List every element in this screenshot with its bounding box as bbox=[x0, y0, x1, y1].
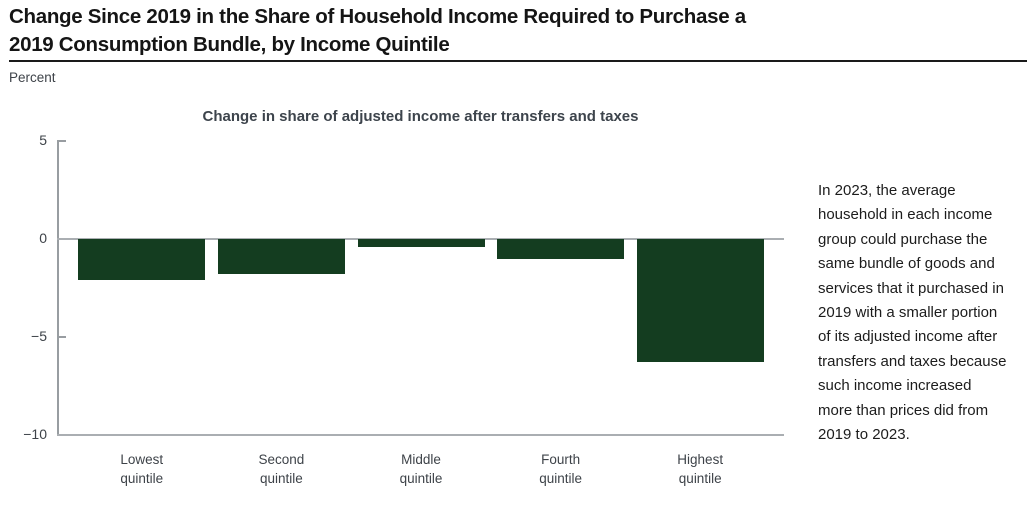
annotation-text: In 2023, the average household in each i… bbox=[818, 182, 1007, 444]
x-axis-baseline bbox=[57, 434, 784, 436]
y-axis-unit-label: Percent bbox=[9, 70, 56, 85]
y-tick-label: −10 bbox=[23, 426, 47, 442]
chart-subtitle: Change in share of adjusted income after… bbox=[202, 108, 639, 125]
title-underline bbox=[9, 60, 1027, 62]
bar-fourth-quintile bbox=[497, 239, 625, 259]
x-axis-label-fourth-quintile: Fourth quintile bbox=[539, 452, 582, 486]
y-tick-label: 5 bbox=[39, 132, 47, 148]
zero-gridline bbox=[57, 238, 784, 240]
figure-title-line1: Change Since 2019 in the Share of Househ… bbox=[9, 5, 746, 28]
y-axis-line bbox=[57, 140, 59, 436]
x-axis-label-lowest-quintile: Lowest quintile bbox=[120, 452, 164, 486]
y-axis-tick bbox=[58, 140, 66, 142]
bar-highest-quintile bbox=[636, 239, 764, 363]
bar-lowest-quintile bbox=[78, 239, 206, 281]
bar-middle-quintile bbox=[357, 239, 485, 247]
y-axis-tick bbox=[58, 336, 66, 338]
bar-second-quintile bbox=[217, 239, 345, 275]
y-tick-label: −5 bbox=[31, 328, 47, 344]
x-axis-label-second-quintile: Second quintile bbox=[258, 452, 305, 486]
x-axis-label-middle-quintile: Middle quintile bbox=[399, 452, 443, 486]
y-tick-label: 0 bbox=[39, 230, 47, 246]
figure-title-line2: 2019 Consumption Bundle, by Income Quint… bbox=[9, 33, 450, 56]
x-axis-label-highest-quintile: Highest quintile bbox=[677, 452, 724, 486]
figure-title: Change Since 2019 in the Share of Househ… bbox=[9, 3, 746, 59]
